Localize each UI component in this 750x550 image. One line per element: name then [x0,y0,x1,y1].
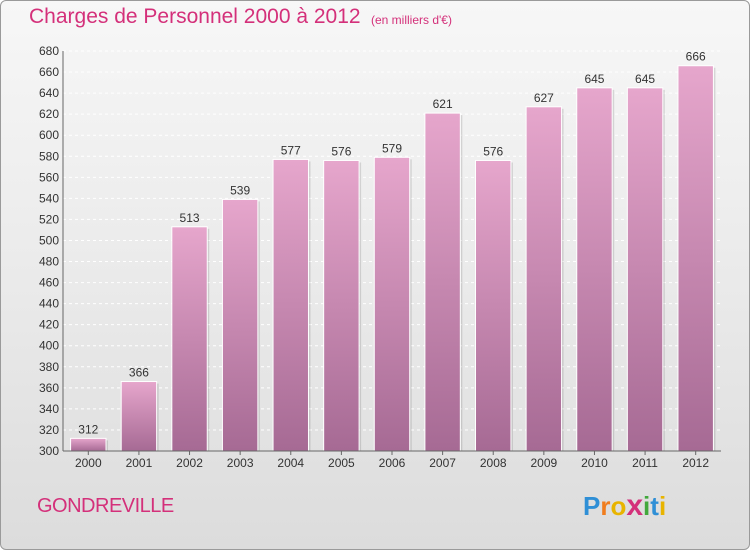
logo-letter: i [643,491,651,521]
bar-2005 [323,159,360,452]
logo-letter: P [583,491,601,521]
x-tick-label: 2012 [682,456,709,470]
y-tick-label: 320 [39,423,59,437]
bar-2010 [576,87,613,452]
y-tick-label: 480 [39,255,59,269]
y-tick-label: 640 [39,86,59,100]
y-tick-label: 500 [39,233,59,247]
chart-subtitle: (en milliers d'€) [371,13,452,27]
bar-2004 [272,158,309,452]
y-tick-label: 520 [39,212,59,226]
bar-value-label: 577 [281,143,301,157]
proxiti-logo[interactable]: Proxiti [583,489,666,523]
axes: 300 320 340 360 380 400 420 440 460 480 500 520 540 5… [39,44,721,470]
x-tick-label: 2011 [632,456,658,470]
x-tick-label: 2006 [379,456,406,470]
x-tick-label: 2001 [126,456,153,470]
y-tick-label: 380 [39,360,59,374]
bar-2009 [525,106,563,452]
bar-2006 [373,156,411,452]
y-tick-label: 540 [39,191,59,205]
x-tick-label: 2008 [480,456,507,470]
bar-value-label: 366 [129,366,149,380]
bar-value-label: 312 [78,422,98,436]
bar-2003 [221,198,259,452]
x-tick-label: 2000 [75,456,102,470]
y-tick-label: 660 [39,65,59,79]
x-tick-label: 2004 [277,456,304,470]
y-tick-label: 460 [39,276,59,290]
logo-letter: t [650,491,659,521]
x-tick-label: 2002 [176,456,203,470]
bar-value-label: 576 [483,144,503,158]
x-tick-label: 2010 [581,456,608,470]
y-tick-label: 680 [39,44,59,58]
x-tick-label: 2009 [530,456,557,470]
y-tick-label: 340 [39,402,59,416]
bar-2007 [424,112,461,452]
y-tick-label: 440 [39,297,59,311]
bar-2008 [475,159,512,452]
bar-2012 [677,65,714,452]
bar-value-label: 621 [433,97,453,111]
bar-2001 [120,381,158,452]
logo-letter: r [600,491,611,521]
y-tick-label: 420 [39,318,59,332]
bar-value-label: 576 [331,144,351,158]
y-tick-label: 400 [39,339,59,353]
chart-title: Charges de Personnel 2000 à 2012 [29,5,361,28]
bars: 312 366 513 539 577 576 579 621 576 627 645 645 666 [70,50,716,452]
y-tick-label: 360 [39,381,59,395]
bar-value-label: 645 [635,72,655,86]
bar-2011 [626,87,664,452]
bar-value-label: 666 [686,50,706,64]
x-tick-label: 2003 [227,456,254,470]
logo-letter: o [610,491,627,521]
bar-value-label: 627 [534,91,554,105]
y-tick-label: 560 [39,170,59,184]
logo-letter: x [626,489,644,522]
bar-value-label: 645 [584,72,604,86]
bar-value-label: 513 [180,211,200,225]
y-tick-label: 600 [39,128,59,142]
x-tick-label: 2007 [429,456,456,470]
y-tick-label: 620 [39,107,59,121]
y-tick-label: 580 [39,149,59,163]
x-tick-label: 2005 [328,456,355,470]
y-tick-label: 300 [39,444,59,458]
bar-value-label: 579 [382,141,402,155]
bar-2002 [171,226,208,452]
logo-letter: i [658,491,667,521]
bar-2000 [70,437,107,452]
place-name: GONDREVILLE [37,495,174,517]
bar-value-label: 539 [230,183,250,197]
